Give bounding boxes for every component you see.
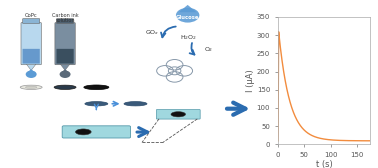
Ellipse shape: [124, 102, 147, 106]
Ellipse shape: [76, 129, 91, 135]
FancyArrowPatch shape: [227, 103, 245, 115]
Text: Glucose: Glucose: [176, 15, 200, 20]
Text: O$_2$: O$_2$: [204, 45, 213, 54]
FancyBboxPatch shape: [57, 19, 74, 23]
FancyBboxPatch shape: [56, 49, 74, 64]
Ellipse shape: [54, 85, 76, 89]
FancyArrowPatch shape: [137, 128, 147, 137]
Text: GO$_x$: GO$_x$: [145, 28, 159, 37]
Polygon shape: [61, 69, 69, 73]
Text: Carbon ink: Carbon ink: [52, 13, 78, 18]
Polygon shape: [27, 69, 35, 73]
Ellipse shape: [84, 85, 109, 90]
Ellipse shape: [176, 8, 200, 23]
Text: CoPc: CoPc: [25, 13, 37, 18]
Polygon shape: [60, 64, 70, 70]
Ellipse shape: [60, 71, 71, 78]
Polygon shape: [179, 5, 197, 12]
FancyBboxPatch shape: [21, 23, 41, 65]
Ellipse shape: [26, 71, 37, 78]
Text: H$_2$O$_2$: H$_2$O$_2$: [180, 33, 197, 41]
FancyBboxPatch shape: [55, 23, 75, 65]
FancyBboxPatch shape: [62, 126, 130, 138]
Ellipse shape: [25, 86, 37, 88]
Text: solution: solution: [55, 18, 75, 23]
X-axis label: t (s): t (s): [316, 159, 333, 168]
FancyBboxPatch shape: [23, 49, 40, 64]
FancyBboxPatch shape: [23, 19, 40, 23]
Ellipse shape: [85, 102, 108, 106]
Y-axis label: I (μA): I (μA): [246, 69, 255, 92]
FancyBboxPatch shape: [156, 110, 200, 119]
Polygon shape: [26, 64, 36, 70]
Ellipse shape: [171, 112, 186, 117]
Ellipse shape: [20, 85, 42, 89]
